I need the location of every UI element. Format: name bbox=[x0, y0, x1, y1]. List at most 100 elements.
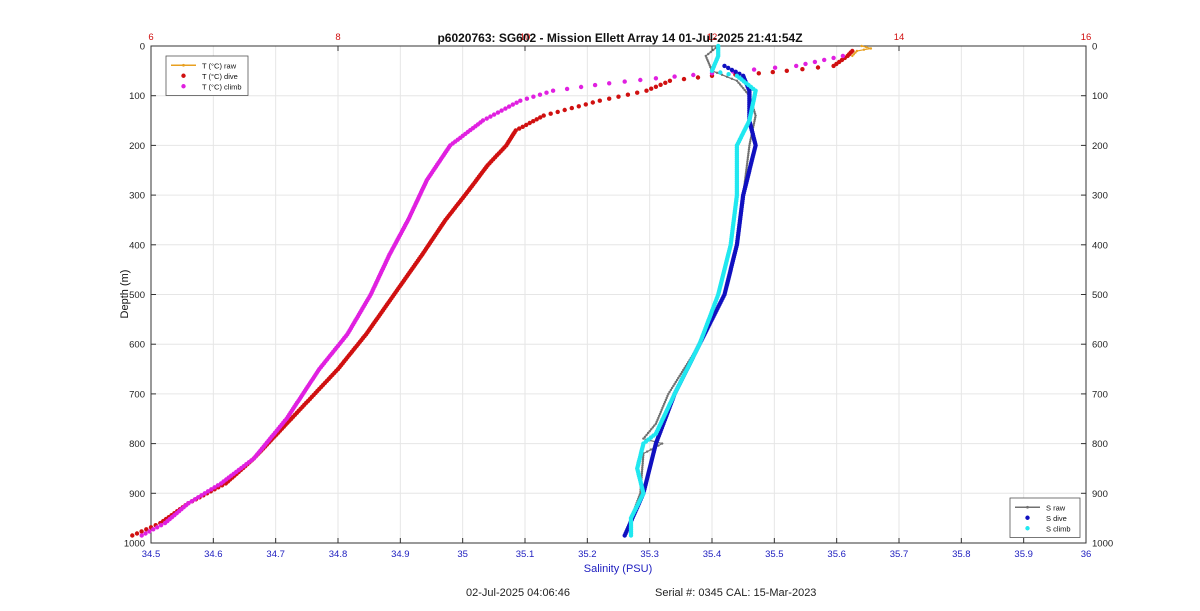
data-point bbox=[534, 117, 539, 122]
data-point bbox=[524, 122, 529, 128]
grid bbox=[150, 45, 1087, 544]
data-point bbox=[745, 170, 748, 173]
data-point bbox=[745, 168, 748, 171]
data-point bbox=[642, 437, 645, 440]
data-point bbox=[794, 63, 799, 69]
data-point bbox=[663, 402, 666, 405]
x-bottom-tick-label: 34.6 bbox=[204, 549, 223, 560]
data-point bbox=[635, 90, 640, 95]
data-point bbox=[641, 460, 644, 463]
data-point bbox=[745, 90, 748, 94]
data-point bbox=[641, 468, 644, 471]
x-bottom-tick-label: 34.8 bbox=[329, 549, 348, 560]
data-point bbox=[679, 372, 682, 376]
data-point bbox=[665, 396, 668, 400]
data-point bbox=[641, 462, 644, 465]
data-point bbox=[743, 88, 746, 92]
data-point bbox=[695, 75, 701, 80]
salinity-series-5 bbox=[628, 43, 758, 538]
data-point bbox=[745, 164, 749, 167]
data-point bbox=[488, 114, 493, 119]
x-bottom-tick-label: 35.9 bbox=[1014, 549, 1033, 560]
data-point bbox=[725, 75, 729, 79]
x-bottom-tick-label: 34.9 bbox=[391, 549, 410, 560]
data-point bbox=[707, 62, 711, 65]
data-point bbox=[657, 416, 660, 419]
y-left-tick-label: 800 bbox=[129, 439, 145, 450]
legend-entry-label: S raw bbox=[1046, 503, 1066, 512]
data-point bbox=[192, 497, 198, 502]
data-point bbox=[641, 464, 644, 467]
y-axis-label: Depth (m) bbox=[119, 270, 131, 319]
chart-title: p6020763: SG602 - Mission Ellett Array 1… bbox=[437, 31, 802, 45]
data-point bbox=[151, 527, 156, 532]
data-point bbox=[653, 424, 656, 427]
temperature-series-2 bbox=[139, 53, 846, 538]
data-point bbox=[706, 60, 710, 63]
y-left-tick-label: 700 bbox=[129, 389, 145, 400]
data-point bbox=[706, 58, 709, 61]
data-point bbox=[155, 525, 160, 530]
x-top-tick-label: 14 bbox=[894, 32, 905, 43]
data-point bbox=[705, 56, 708, 59]
y-right-tick-label: 500 bbox=[1092, 290, 1108, 301]
data-point bbox=[862, 48, 866, 51]
data-point bbox=[749, 138, 752, 141]
data-point bbox=[653, 84, 659, 90]
data-point bbox=[664, 398, 668, 402]
y-right-tick-label: 300 bbox=[1092, 191, 1108, 202]
data-point bbox=[491, 112, 497, 117]
data-point bbox=[707, 52, 710, 56]
y-left-tick-label: 500 bbox=[129, 290, 145, 301]
data-point bbox=[691, 72, 696, 78]
data-point bbox=[674, 380, 677, 384]
data-point bbox=[484, 116, 489, 121]
data-point bbox=[662, 404, 665, 407]
data-point bbox=[709, 65, 712, 69]
legend-entry-label: T (°C) climb bbox=[202, 82, 242, 91]
legend-marker-swatch bbox=[182, 63, 185, 67]
data-point bbox=[641, 466, 644, 469]
data-point bbox=[569, 105, 574, 111]
data-point bbox=[499, 108, 504, 113]
legend-entry-label: S dive bbox=[1046, 514, 1067, 523]
data-point bbox=[644, 88, 649, 93]
x-bottom-tick-label: 34.5 bbox=[142, 549, 161, 560]
y-left-tick-label: 100 bbox=[129, 91, 145, 102]
data-point bbox=[643, 435, 647, 438]
data-point bbox=[663, 80, 668, 86]
x-top-tick-label: 8 bbox=[335, 32, 340, 43]
data-point bbox=[658, 412, 662, 415]
data-point bbox=[541, 113, 546, 118]
data-point bbox=[747, 154, 750, 157]
x-bottom-tick-label: 35.5 bbox=[765, 549, 784, 560]
data-point bbox=[715, 71, 719, 75]
data-point bbox=[654, 422, 658, 425]
y-right-tick-label: 100 bbox=[1092, 91, 1108, 102]
data-point bbox=[742, 87, 745, 90]
data-point bbox=[510, 102, 515, 107]
y-left-tick-label: 600 bbox=[129, 340, 145, 351]
data-point bbox=[666, 394, 669, 398]
data-point bbox=[576, 104, 581, 109]
data-point bbox=[640, 472, 644, 475]
data-point bbox=[218, 481, 224, 486]
data-layer bbox=[130, 43, 873, 538]
data-point bbox=[578, 84, 584, 90]
data-point bbox=[747, 150, 750, 153]
x-bottom-tick-label: 35 bbox=[457, 549, 468, 560]
data-point bbox=[527, 120, 532, 126]
data-point bbox=[139, 533, 144, 538]
data-point bbox=[650, 428, 653, 431]
data-point bbox=[735, 79, 739, 83]
data-point bbox=[597, 98, 602, 103]
data-point bbox=[538, 115, 543, 120]
data-point bbox=[851, 54, 854, 58]
legend-dot-swatch bbox=[1025, 515, 1030, 520]
data-point bbox=[625, 92, 631, 97]
data-point bbox=[661, 406, 664, 409]
data-point bbox=[202, 491, 207, 496]
data-point bbox=[831, 55, 836, 61]
data-point bbox=[749, 140, 752, 143]
data-point bbox=[506, 104, 512, 109]
